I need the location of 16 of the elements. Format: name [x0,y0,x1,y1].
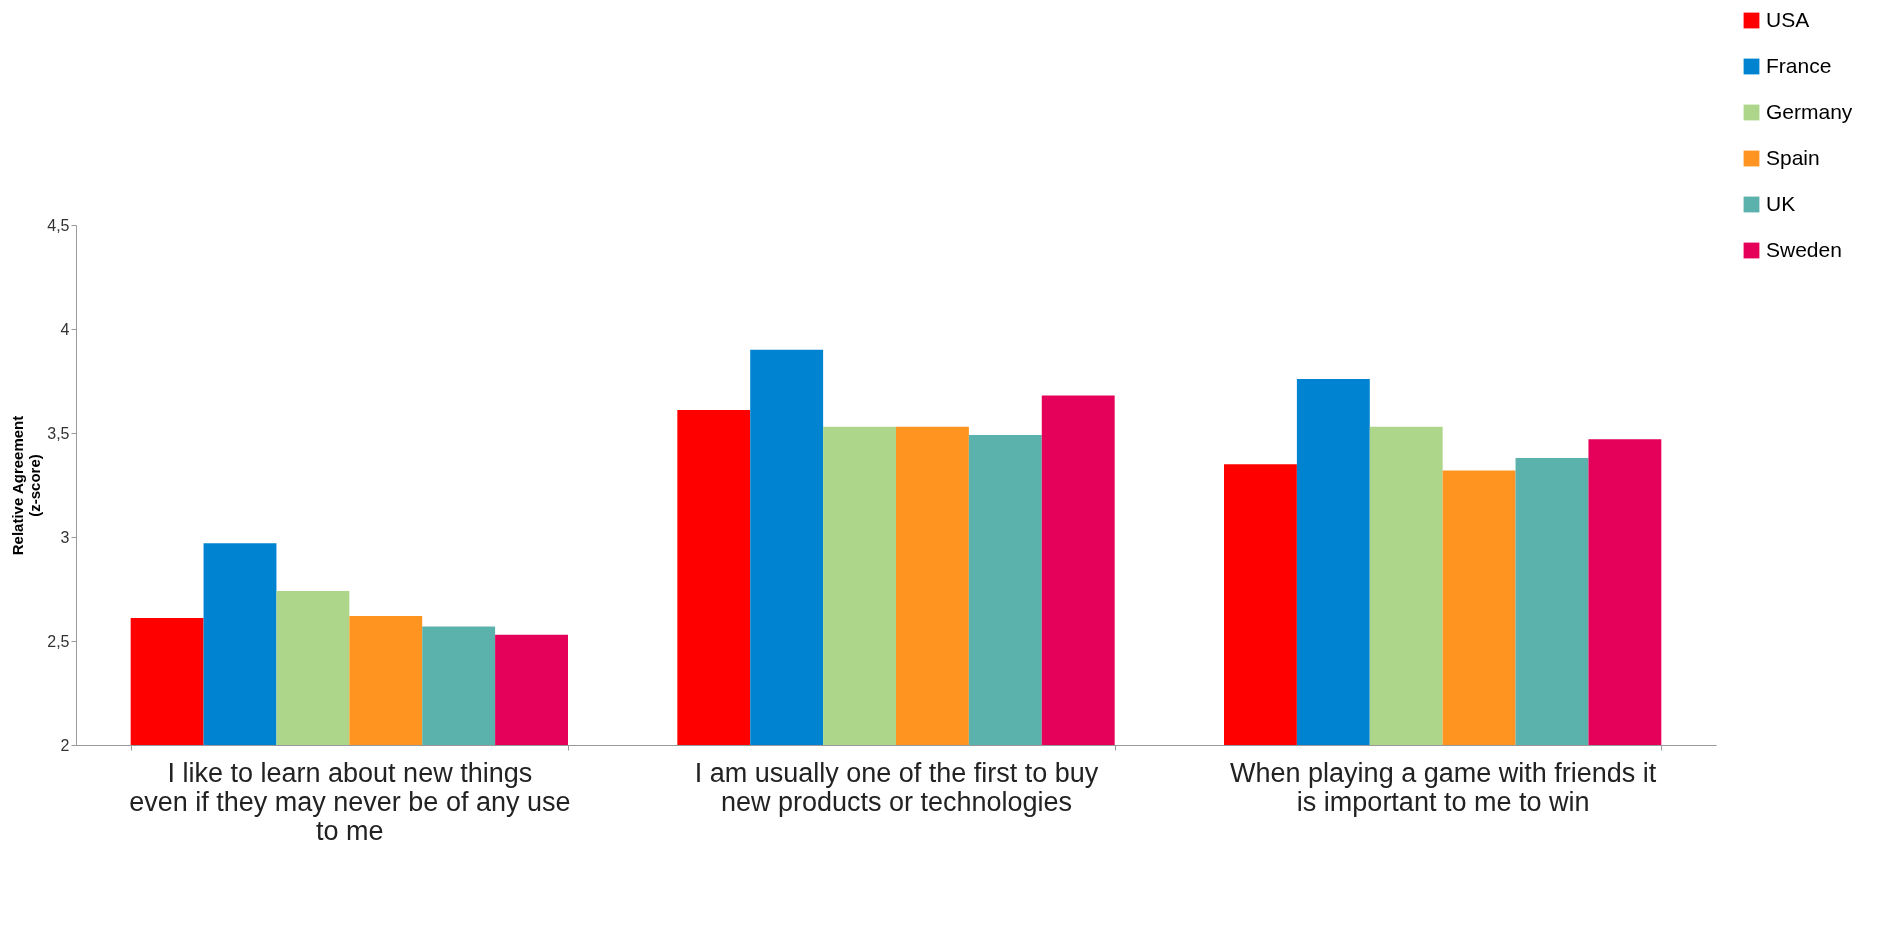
legend-label: Spain [1766,145,1820,169]
x-tick-label: When playing a game with friends it is important to me to win [1230,757,1657,817]
legend-label: France [1766,53,1832,77]
y-tick-label: 3,5 [47,424,70,442]
legend-label: UK [1766,191,1796,215]
x-tick-label: I like to learn about new things even if they may never be of any use to me [129,757,571,846]
legend-label: Sweden [1766,237,1842,261]
y-tick-label: 4,5 [47,216,70,234]
y-tick-label: 3 [60,528,70,546]
legend-label: USA [1766,7,1810,31]
y-tick-label: 2,5 [47,632,70,650]
y-tick-label: 4 [60,320,70,338]
x-tick-label: I am usually one of the first to buy new products or technologies [694,757,1099,817]
y-axis-title: Relative Agreement (z-score) [9,415,44,556]
y-tick-label: 2 [60,736,70,754]
legend-label: Germany [1766,99,1853,123]
